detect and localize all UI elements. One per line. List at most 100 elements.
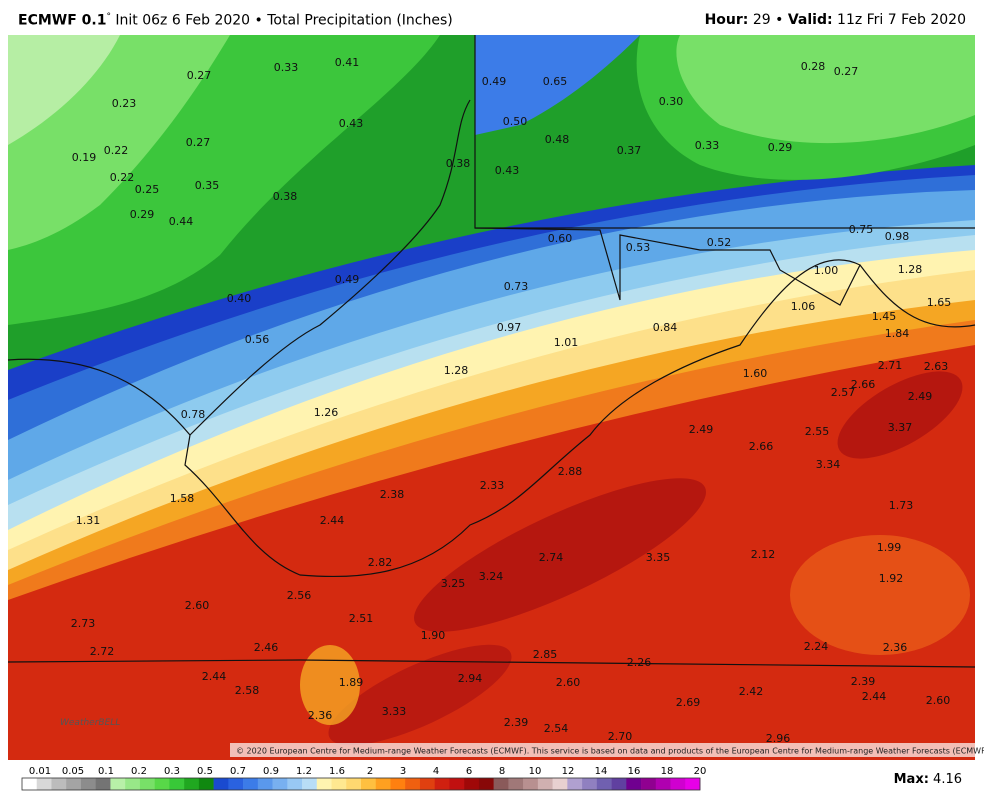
colorbar-swatch (685, 778, 701, 790)
colorbar-tick-label: 0.01 (29, 766, 51, 777)
precip-value: 0.27 (834, 65, 859, 78)
colorbar-swatch (464, 778, 480, 790)
precip-value: 0.65 (543, 75, 568, 88)
precip-value: 1.26 (314, 406, 339, 419)
colorbar-tick-label: 0.5 (197, 766, 213, 777)
valid: 11z Fri 7 Feb 2020 (837, 12, 966, 28)
light-area (300, 645, 360, 725)
precip-value: 2.66 (749, 440, 774, 453)
precip-value: 2.85 (533, 648, 558, 661)
colorbar-swatch (125, 778, 141, 790)
colorbar-swatch (287, 778, 303, 790)
colorbar-tick-label: 4 (433, 766, 439, 777)
header: ECMWF 0.1° Init 06z 6 Feb 2020 • Total P… (0, 0, 984, 35)
colorbar-tick-label: 2 (367, 766, 373, 777)
precip-value: 1.92 (879, 572, 904, 585)
colorbar-swatch (670, 778, 686, 790)
colorbar-swatch (478, 778, 494, 790)
precip-value: 0.19 (72, 151, 97, 164)
light-area (790, 535, 970, 655)
heavy-area (414, 478, 706, 632)
colorbar-tick-label: 8 (499, 766, 505, 777)
precip-value: 1.73 (889, 499, 914, 512)
colorbar-swatch (552, 778, 568, 790)
precip-value: 0.40 (227, 292, 252, 305)
precip-value: 0.27 (187, 69, 212, 82)
colorbar-tick-label: 1.6 (329, 766, 345, 777)
colorbar-tick-label: 6 (466, 766, 472, 777)
colorbar-swatch (80, 778, 96, 790)
precip-value: 0.38 (446, 157, 471, 170)
precip-value: 2.60 (185, 599, 210, 612)
precip-value: 2.49 (908, 390, 933, 403)
colorbar-swatch (375, 778, 391, 790)
colorbar-frame (21, 777, 701, 791)
precip-value: 0.98 (885, 230, 910, 243)
colorbar-tick-label: 0.7 (230, 766, 246, 777)
precip-value: 3.33 (382, 705, 407, 718)
max-label: Max: (893, 772, 929, 787)
colorbar-tick-label: 0.2 (131, 766, 147, 777)
precip-value: 2.49 (689, 423, 714, 436)
precip-value: 0.29 (130, 208, 155, 221)
precip-value: 0.43 (339, 117, 364, 130)
colorbar-swatch (243, 778, 259, 790)
colorbar-swatch (434, 778, 450, 790)
precip-value: 0.73 (504, 280, 529, 293)
precip-value: 0.33 (274, 61, 299, 74)
precip-value: 1.01 (554, 336, 579, 349)
colorbar-swatch (22, 778, 38, 790)
colorbar-tick-label: 0.05 (62, 766, 84, 777)
precip-value: 0.53 (626, 241, 651, 254)
colorbar-swatch (139, 778, 155, 790)
precip-value: 0.29 (768, 141, 793, 154)
state-border (859, 264, 976, 328)
precip-value: 2.56 (287, 589, 312, 602)
precip-value: 2.82 (368, 556, 393, 569)
model: ECMWF 0.1 (18, 12, 107, 29)
precip-value: 2.33 (480, 479, 505, 492)
precip-value: 2.38 (380, 488, 405, 501)
colorbar-swatch (655, 778, 671, 790)
precip-band (475, 35, 640, 135)
precip-value: 2.57 (831, 386, 856, 399)
colorbar-swatch (110, 778, 126, 790)
state-border (189, 99, 471, 436)
precip-value: 0.44 (169, 215, 194, 228)
precip-value: 0.49 (335, 273, 360, 286)
precip-value: 3.34 (816, 458, 841, 471)
colorbar-swatch (169, 778, 185, 790)
colorbar-swatch (331, 778, 347, 790)
colorbar-tick-label: 20 (694, 766, 707, 777)
colorbar-swatch (154, 778, 170, 790)
state-border (7, 35, 861, 578)
precip-value: 2.44 (320, 514, 345, 527)
precip-value: 2.54 (544, 722, 569, 735)
colorbar-swatch (184, 778, 200, 790)
precip-value: 0.37 (617, 144, 642, 157)
precip-value: 0.22 (104, 144, 129, 157)
colorbar-tick-label: 3 (400, 766, 406, 777)
precip-value: 2.12 (751, 548, 776, 561)
precip-value: 2.71 (878, 359, 903, 372)
copyright-bg (230, 743, 975, 757)
valid-info: Hour: 29 • Valid: 11z Fri 7 Feb 2020 (705, 12, 966, 28)
precip-value: 2.24 (804, 640, 829, 653)
precip-value: 0.27 (186, 136, 211, 149)
colorbar-scale: 0.01 0.05 0.1 0.2 0.3 0.5 0.7 0.9 1.2 1.6 2 3 4 6 8 10 1… (21, 766, 707, 791)
precip-value: 2.36 (308, 709, 333, 722)
colorbar-swatch (51, 778, 67, 790)
title: ECMWF 0.1° Init 06z 6 Feb 2020 • Total P… (18, 12, 453, 29)
colorbar-swatch (272, 778, 288, 790)
precip-value: 3.24 (479, 570, 504, 583)
colorbar-tick-label: 0.1 (98, 766, 114, 777)
colorbar-swatch (419, 778, 435, 790)
colorbar-swatch (198, 778, 214, 790)
precip-value: 1.06 (791, 300, 816, 313)
colorbar-swatch (302, 778, 318, 790)
colorbar-swatch (537, 778, 553, 790)
colorbar-swatch (508, 778, 524, 790)
precip-value: 1.28 (898, 263, 923, 276)
hour: 29 • (752, 12, 784, 28)
precip-value: 2.55 (805, 425, 830, 438)
